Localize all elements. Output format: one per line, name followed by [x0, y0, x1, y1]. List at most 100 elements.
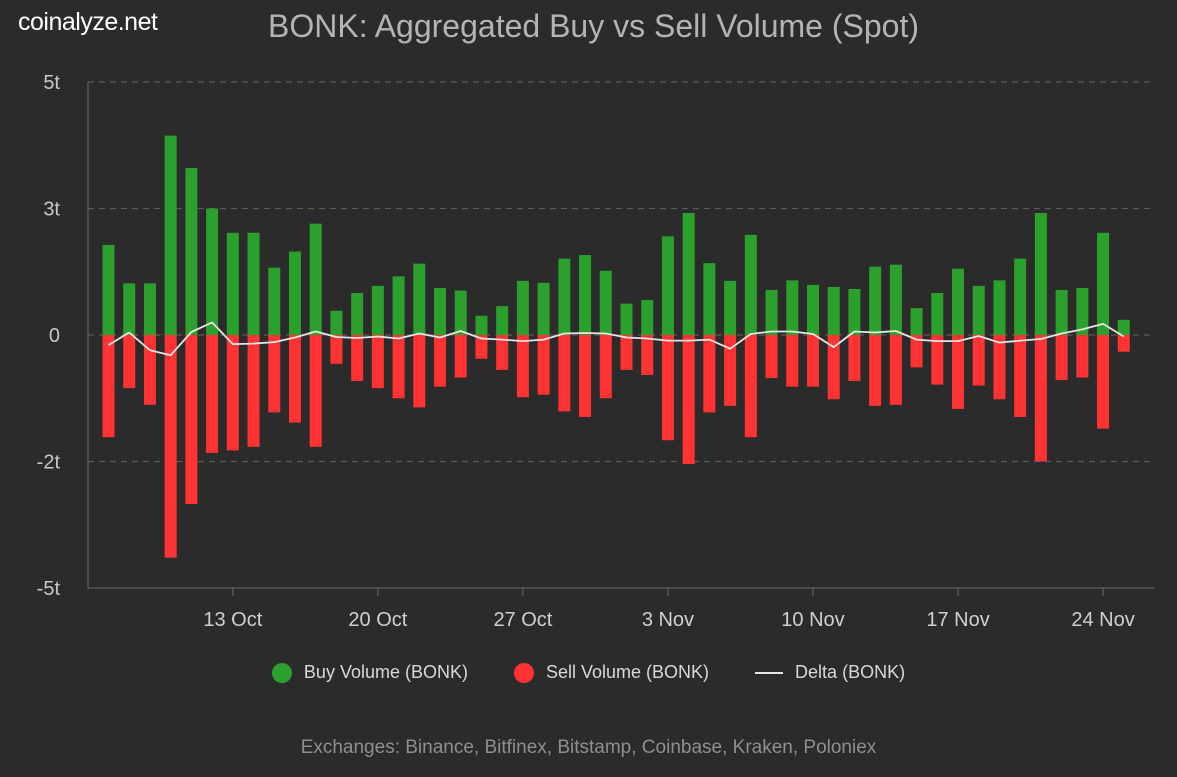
- buy-volume-bar[interactable]: [392, 276, 405, 335]
- sell-volume-bar[interactable]: [206, 335, 219, 453]
- sell-volume-bar[interactable]: [931, 335, 944, 385]
- buy-volume-bar[interactable]: [993, 280, 1006, 335]
- sell-volume-bar[interactable]: [703, 335, 716, 413]
- buy-volume-bar[interactable]: [910, 308, 923, 335]
- buy-volume-bar[interactable]: [330, 310, 343, 335]
- buy-volume-bar[interactable]: [226, 232, 239, 335]
- sell-volume-bar[interactable]: [496, 335, 509, 370]
- sell-volume-bar[interactable]: [1117, 335, 1130, 352]
- buy-volume-bar[interactable]: [931, 293, 944, 335]
- sell-volume-bar[interactable]: [744, 335, 757, 438]
- buy-volume-bar[interactable]: [185, 168, 198, 335]
- buy-volume-bar[interactable]: [143, 283, 156, 335]
- sell-volume-bar[interactable]: [972, 335, 985, 386]
- sell-volume-bar[interactable]: [371, 335, 384, 389]
- buy-volume-bar[interactable]: [1117, 319, 1130, 335]
- buy-volume-bar[interactable]: [206, 208, 219, 336]
- buy-volume-bar[interactable]: [599, 270, 612, 335]
- buy-volume-bar[interactable]: [579, 255, 592, 335]
- buy-volume-bar[interactable]: [1076, 287, 1089, 335]
- buy-volume-bar[interactable]: [164, 135, 177, 335]
- sell-volume-bar[interactable]: [558, 335, 571, 412]
- sell-volume-bar[interactable]: [599, 335, 612, 399]
- sell-volume-bar[interactable]: [579, 335, 592, 417]
- buy-volume-bar[interactable]: [869, 266, 882, 335]
- sell-volume-bar[interactable]: [309, 335, 322, 447]
- sell-volume-bar[interactable]: [123, 335, 136, 389]
- buy-volume-bar[interactable]: [558, 258, 571, 335]
- delta-line[interactable]: [108, 321, 1125, 357]
- sell-volume-bar[interactable]: [724, 335, 737, 406]
- buy-volume-bar[interactable]: [454, 290, 467, 335]
- sell-volume-bar[interactable]: [1097, 335, 1110, 429]
- buy-volume-bar[interactable]: [351, 293, 364, 335]
- buy-volume-bar[interactable]: [620, 303, 633, 335]
- buy-volume-bar[interactable]: [516, 280, 529, 335]
- sell-volume-bar[interactable]: [682, 335, 695, 465]
- legend-item-delta[interactable]: Delta (BONK): [755, 662, 905, 683]
- sell-volume-bar[interactable]: [516, 335, 529, 398]
- buy-volume-bar[interactable]: [537, 282, 550, 335]
- sell-volume-bar[interactable]: [848, 335, 861, 382]
- legend-item-sell[interactable]: Sell Volume (BONK): [513, 662, 709, 683]
- buy-volume-bar[interactable]: [1055, 289, 1068, 335]
- buy-volume-bar[interactable]: [1097, 232, 1110, 335]
- sell-volume-bar[interactable]: [226, 335, 239, 451]
- buy-volume-bar[interactable]: [724, 280, 737, 335]
- sell-volume-bar[interactable]: [1055, 335, 1068, 381]
- buy-volume-bar[interactable]: [496, 306, 509, 335]
- buy-volume-bar[interactable]: [806, 284, 819, 335]
- buy-volume-bar[interactable]: [413, 263, 426, 335]
- buy-volume-bar[interactable]: [371, 285, 384, 335]
- sell-volume-bar[interactable]: [330, 335, 343, 364]
- buy-volume-bar[interactable]: [434, 287, 447, 335]
- buy-volume-bar[interactable]: [288, 251, 301, 335]
- brand-logo[interactable]: coinalyze.net: [18, 8, 158, 36]
- sell-volume-bar[interactable]: [102, 335, 115, 438]
- sell-volume-bar[interactable]: [869, 335, 882, 406]
- buy-volume-bar[interactable]: [765, 289, 778, 335]
- sell-volume-bar[interactable]: [765, 335, 778, 379]
- sell-volume-bar[interactable]: [454, 335, 467, 378]
- sell-volume-bar[interactable]: [268, 335, 281, 413]
- buy-volume-bar[interactable]: [123, 283, 136, 335]
- legend-item-buy[interactable]: Buy Volume (BONK): [271, 662, 468, 683]
- buy-volume-bar[interactable]: [889, 264, 902, 335]
- buy-volume-bar[interactable]: [744, 234, 757, 335]
- buy-volume-bar[interactable]: [268, 267, 281, 335]
- buy-volume-bar[interactable]: [952, 268, 965, 335]
- buy-volume-bar[interactable]: [247, 232, 260, 335]
- buy-volume-bar[interactable]: [786, 280, 799, 335]
- buy-volume-bar[interactable]: [309, 223, 322, 335]
- sell-volume-bar[interactable]: [537, 335, 550, 395]
- sell-volume-bar[interactable]: [786, 335, 799, 387]
- buy-volume-bar[interactable]: [848, 288, 861, 335]
- sell-volume-bar[interactable]: [1076, 335, 1089, 378]
- buy-volume-bar[interactable]: [827, 286, 840, 335]
- sell-volume-bar[interactable]: [434, 335, 447, 387]
- sell-volume-bar[interactable]: [806, 335, 819, 387]
- sell-volume-bar[interactable]: [288, 335, 301, 423]
- buy-volume-bar[interactable]: [102, 244, 115, 335]
- sell-volume-bar[interactable]: [1034, 335, 1047, 462]
- sell-volume-bar[interactable]: [475, 335, 488, 359]
- buy-volume-bar[interactable]: [641, 300, 654, 335]
- sell-volume-bar[interactable]: [993, 335, 1006, 400]
- sell-volume-bar[interactable]: [351, 335, 364, 382]
- sell-volume-bar[interactable]: [952, 335, 965, 409]
- sell-volume-bar[interactable]: [247, 335, 260, 447]
- sell-volume-bar[interactable]: [143, 335, 156, 405]
- buy-volume-bar[interactable]: [475, 315, 488, 335]
- buy-volume-bar[interactable]: [1014, 258, 1027, 335]
- sell-volume-bar[interactable]: [827, 335, 840, 400]
- sell-volume-bar[interactable]: [641, 335, 654, 375]
- buy-volume-bar[interactable]: [972, 285, 985, 335]
- sell-volume-bar[interactable]: [620, 335, 633, 370]
- sell-volume-bar[interactable]: [185, 335, 198, 505]
- sell-volume-bar[interactable]: [164, 335, 177, 558]
- sell-volume-bar[interactable]: [661, 335, 674, 441]
- sell-volume-bar[interactable]: [889, 335, 902, 405]
- sell-volume-bar[interactable]: [413, 335, 426, 408]
- buy-volume-bar[interactable]: [682, 213, 695, 335]
- sell-volume-bar[interactable]: [910, 335, 923, 368]
